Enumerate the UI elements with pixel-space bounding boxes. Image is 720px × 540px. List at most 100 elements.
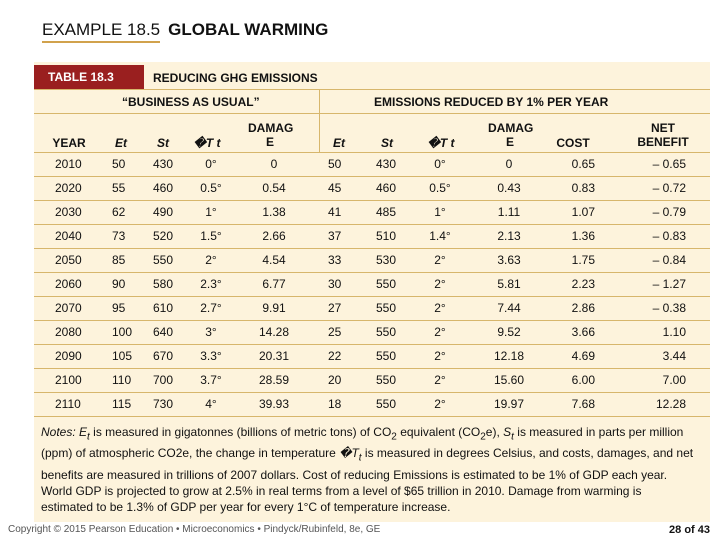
table-cell: 15.60 [493, 373, 525, 387]
table-cell: 2050 [55, 253, 82, 267]
table-cell: 9.91 [262, 301, 286, 315]
table-cell: 2090 [55, 349, 82, 363]
col-header-st: St [157, 136, 169, 150]
table-cell: 105 [112, 349, 133, 363]
table-cell: 2110 [55, 397, 81, 411]
table-cell: 45 [328, 181, 342, 195]
table-cell: 610 [153, 301, 174, 315]
notes-symbol-s: S [503, 425, 512, 439]
table-cell: 550 [376, 301, 397, 315]
col-header-damage-reduced: DAMAG E [488, 121, 534, 149]
table-cell: 0.65 [571, 157, 595, 171]
table-cell: 3.7° [200, 373, 222, 387]
table-cell: 37 [328, 229, 342, 243]
table-cell: 1.75 [571, 253, 595, 267]
notes-text: is measured in gigatonnes (billions of m… [89, 425, 392, 439]
table-cell: 25 [328, 325, 342, 339]
table-cell: 2.23 [571, 277, 595, 291]
row-divider [34, 224, 710, 225]
table-cell: 1.5° [200, 229, 222, 243]
table-cell: 0.43 [497, 181, 521, 195]
table-cell: 550 [376, 397, 397, 411]
table-cell: 2030 [55, 205, 82, 219]
col-header-dt: �T t [193, 136, 221, 150]
col-header-net-benefit: NET BENEFIT [637, 121, 689, 149]
table-cell: 33 [328, 253, 342, 267]
table-cell: 12.18 [493, 349, 525, 363]
row-divider [34, 344, 710, 345]
row-divider [34, 392, 710, 393]
table-cell: 2° [434, 325, 446, 339]
table-cell: 550 [376, 349, 397, 363]
table-cell: 2° [434, 349, 446, 363]
table-cell: 110 [112, 373, 132, 387]
notes-label: Notes: [41, 425, 76, 439]
col-header-et: Et [115, 136, 127, 150]
table-cell: 4° [205, 397, 217, 411]
table-cell: 730 [153, 397, 174, 411]
table-cell: 18 [328, 397, 342, 411]
table-cell: 3° [205, 325, 217, 339]
table-cell: 12.28 [655, 397, 686, 411]
notes-symbol-e: E [79, 425, 88, 439]
notes-subscript: t [358, 452, 362, 464]
group-header-bau: “BUSINESS AS USUAL” [122, 95, 260, 109]
table-cell: 4.54 [262, 253, 286, 267]
table-cell: 550 [376, 373, 397, 387]
table-cell: 520 [153, 229, 174, 243]
table-cell: 90 [112, 277, 126, 291]
table-cell: 28.59 [258, 373, 290, 387]
table-cell: 640 [153, 325, 174, 339]
table-cell: – 1.27 [652, 277, 686, 291]
table-tag: TABLE 18.3 [34, 65, 144, 89]
table-cell: 95 [112, 301, 126, 315]
notes-text: equivalent (CO [396, 425, 481, 439]
table-cell: 41 [328, 205, 342, 219]
table-cell: 2070 [55, 301, 82, 315]
table-cell: 430 [153, 157, 174, 171]
table-cell: 27 [328, 301, 342, 315]
table-cell: 2° [434, 397, 446, 411]
table-cell: 485 [376, 205, 397, 219]
table-cell: 490 [153, 205, 174, 219]
table-cell: 73 [112, 229, 126, 243]
table-cell: 550 [376, 325, 397, 339]
col-header-et-reduced: Et [333, 136, 345, 150]
row-divider [34, 272, 710, 273]
table-cell: 2.7° [200, 301, 222, 315]
table-cell: 550 [153, 253, 174, 267]
table-cell: 1.07 [571, 205, 595, 219]
notes-subscript: t [87, 431, 90, 443]
table-cell: 2.13 [497, 229, 521, 243]
table-cell: 55 [112, 181, 126, 195]
table-cell: 460 [153, 181, 174, 195]
table-cell: 85 [112, 253, 126, 267]
table-cell: 530 [376, 253, 397, 267]
page-number: 28 of 43 [669, 524, 710, 536]
row-divider [34, 416, 710, 417]
table-cell: 3.44 [662, 349, 686, 363]
table-cell: 1.10 [662, 325, 686, 339]
table-cell: 510 [376, 229, 397, 243]
table-cell: 2060 [55, 277, 82, 291]
group-header-reduced: EMISSIONS REDUCED BY 1% PER YEAR [374, 95, 609, 109]
table-cell: 50 [328, 157, 342, 171]
table-cell: 550 [376, 277, 397, 291]
table-cell: 0 [505, 157, 513, 171]
table-cell: 22 [328, 349, 342, 363]
table-cell: 2080 [55, 325, 82, 339]
table-cell: – 0.72 [652, 181, 686, 195]
table-cell: 1° [434, 205, 446, 219]
table-cell: – 0.65 [652, 157, 686, 171]
table-cell: – 0.84 [652, 253, 686, 267]
table-notes: Notes: Et is measured in gigatonnes (bil… [41, 424, 696, 515]
notes-text: is measured in degrees Celsius, and cost… [41, 446, 694, 514]
table-cell: 2040 [55, 229, 82, 243]
table-cell: 2° [434, 373, 446, 387]
table-cell: 700 [153, 373, 174, 387]
table-cell: 0.5° [200, 181, 222, 195]
table-cell: 6.77 [262, 277, 286, 291]
table-cell: 2.66 [262, 229, 286, 243]
table-cell: 3.3° [200, 349, 222, 363]
